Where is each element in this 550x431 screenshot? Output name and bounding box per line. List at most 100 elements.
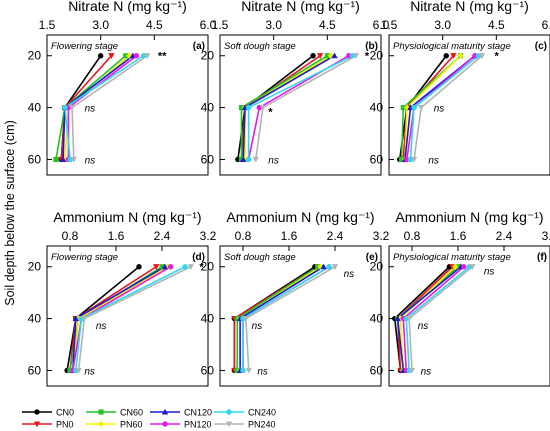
panel-label: (e)	[366, 252, 378, 263]
y-tick-label: 20	[28, 260, 42, 274]
legend-label: PN60	[120, 420, 143, 430]
y-tick-label: 40	[28, 312, 42, 326]
series-line-PN120	[67, 55, 137, 160]
x-tick-label: 1.6	[281, 229, 298, 243]
x-tick-label: 0.8	[404, 229, 421, 243]
point-PN60	[403, 104, 411, 111]
plot-frame	[219, 34, 382, 176]
y-tick-label: 20	[370, 260, 384, 274]
point-PN60	[451, 263, 459, 270]
point-PN60	[327, 52, 335, 59]
x-tick-label: 6.0	[373, 18, 390, 32]
stage-label: Physiological maturity stage	[393, 252, 511, 263]
significance-label: ns	[96, 321, 107, 332]
significance-label: *	[495, 51, 500, 63]
legend-item-PN120: PN120	[150, 420, 212, 430]
point-CN0	[310, 53, 316, 59]
legend-item-PN60: PN60	[86, 420, 143, 430]
point-PN240	[469, 264, 476, 270]
panel-c: Nitrate N (mg kg⁻¹) 1.5 3.0 4.5 6.0 20 40 60 Phy…	[370, 0, 550, 176]
point-PN120	[167, 264, 174, 270]
significance-label: *	[365, 51, 370, 63]
series-line-CN60	[240, 55, 328, 160]
y-tick-label: 60	[201, 363, 215, 377]
panel-label: (d)	[192, 252, 205, 263]
point-PN240	[68, 105, 76, 111]
panel-title: Ammonium N (mg kg⁻¹)	[395, 209, 543, 225]
series-line-CN60	[236, 266, 319, 371]
legend: CN0 PN0 CN60 PN60 CN120 PN120 CN240 PN240	[22, 408, 276, 430]
point-PN240	[242, 316, 250, 322]
panel-title: Ammonium N (mg kg⁻¹)	[53, 209, 201, 225]
point-PN240	[408, 367, 416, 374]
significance-label: *	[199, 262, 204, 274]
point-CN60	[324, 53, 330, 59]
stage-label: Soft dough stage	[224, 252, 296, 263]
series-line-CN240	[64, 55, 145, 160]
significance-label: ns	[421, 366, 432, 377]
panel-a: Nitrate N (mg kg⁻¹) 1.5 3.0 4.5 6.0 20 40 60 Flo…	[28, 0, 217, 176]
point-CN60	[400, 105, 406, 111]
legend-item-CN120: CN120	[150, 408, 212, 418]
legend-marker	[162, 421, 168, 427]
plot-frame	[388, 245, 550, 387]
stage-label: Soft dough stage	[224, 41, 296, 52]
point-CN240	[245, 104, 252, 111]
series-line-CN120	[239, 266, 324, 371]
legend-label: CN0	[56, 408, 74, 418]
significance-label: ns	[418, 321, 429, 332]
legend-marker	[34, 409, 40, 415]
point-CN60	[159, 264, 165, 270]
x-tick-label: 2.4	[327, 229, 344, 243]
series-line-PN240	[71, 55, 148, 160]
x-tick-label: 1.5	[39, 18, 56, 32]
x-tick-label: 0.8	[235, 229, 252, 243]
y-tick-label: 20	[370, 49, 384, 63]
panel-title: Nitrate N (mg kg⁻¹)	[241, 0, 360, 14]
point-CN120	[59, 156, 67, 163]
stage-label: Physiological maturity stage	[393, 41, 511, 52]
x-tick-label: 1.5	[212, 18, 229, 32]
point-PN240	[143, 53, 151, 59]
panel-label: (a)	[193, 41, 205, 52]
stage-label: Flowering stage	[51, 41, 118, 52]
series-line-PN240	[77, 266, 192, 371]
significance-label: *	[268, 106, 273, 118]
y-axis-label: Soil depth below the surface (cm)	[3, 120, 17, 306]
panel-title: Ammonium N (mg kg⁻¹)	[226, 209, 374, 225]
point-PN240	[478, 53, 486, 59]
legend-marker	[161, 408, 169, 415]
panel-label: (f)	[537, 252, 547, 263]
point-PN240	[70, 156, 78, 163]
point-PN240	[418, 105, 425, 111]
y-tick-label: 40	[201, 101, 215, 115]
legend-label: CN60	[120, 408, 143, 418]
point-PN240	[252, 156, 259, 163]
x-tick-label: 3.0	[92, 18, 109, 32]
x-tick-label: 3.2	[373, 229, 390, 243]
point-CN60	[398, 156, 405, 163]
point-CN120	[161, 263, 169, 270]
legend-label: PN0	[56, 420, 74, 430]
point-CN240	[326, 264, 332, 270]
point-PN240	[245, 367, 252, 374]
legend-marker	[97, 420, 105, 428]
y-tick-label: 40	[201, 312, 215, 326]
point-PN240	[352, 53, 360, 59]
x-tick-label: 2.4	[496, 229, 513, 243]
point-PN240	[81, 316, 88, 322]
significance-label: ns	[434, 104, 445, 115]
panel-title: Nitrate N (mg kg⁻¹)	[410, 0, 529, 14]
x-tick-label: 3.2	[542, 229, 550, 243]
point-PN240	[75, 367, 82, 374]
point-PN60	[457, 52, 464, 59]
legend-marker	[226, 409, 232, 415]
panel-label: (b)	[365, 41, 378, 52]
point-CN0	[136, 264, 142, 270]
legend-item-PN0: PN0	[22, 420, 74, 430]
series-line-CN240	[242, 266, 330, 371]
y-tick-label: 60	[28, 363, 42, 377]
point-CN240	[411, 104, 417, 111]
significance-label: ns	[85, 104, 96, 115]
series-line-PN240	[413, 55, 483, 160]
